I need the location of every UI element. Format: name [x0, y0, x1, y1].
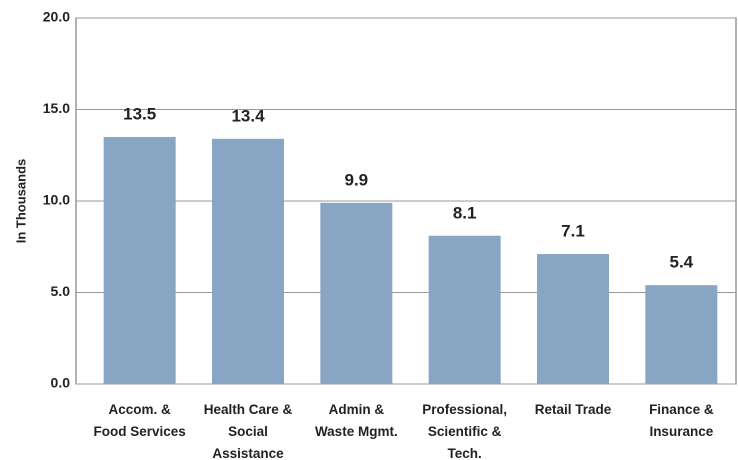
x-tick-label: Health Care & Social Assistance [204, 402, 293, 460]
x-tick-label-line: Food Services [94, 424, 186, 439]
bar [212, 138, 284, 384]
data-label: 13.4 [231, 106, 265, 125]
x-tick-label-line: Professional, [422, 402, 507, 417]
x-tick-label-line: Tech. [448, 446, 482, 460]
bar [645, 285, 718, 384]
bar [428, 235, 501, 384]
y-tick-label: 0.0 [51, 375, 71, 391]
data-label: 8.1 [453, 203, 477, 222]
x-tick-label-line: Accom. & [109, 402, 172, 417]
data-label: 5.4 [670, 253, 694, 272]
x-tick-label-line: Social [228, 424, 268, 439]
x-tick-label-line: Health Care & [204, 402, 293, 417]
data-label: 9.9 [345, 170, 369, 189]
x-tick-label: Admin & Waste Mgmt. [315, 402, 398, 439]
x-tick-label: Professional, Scientific & Tech. [422, 402, 507, 460]
data-label: 7.1 [561, 222, 585, 241]
y-axis-title: In Thousands [13, 159, 28, 244]
x-tick-label-line: Admin & [329, 402, 385, 417]
bar [537, 254, 609, 384]
y-tick-label: 5.0 [51, 283, 71, 299]
x-tick-label-line: Waste Mgmt. [315, 424, 398, 439]
y-tick-label: 10.0 [43, 192, 70, 208]
x-tick-label: Accom. & Food Services [94, 402, 186, 439]
data-label: 13.5 [123, 104, 156, 123]
x-tick-label-line: Scientific & [428, 424, 502, 439]
bar [320, 202, 393, 384]
y-tick-label: 15.0 [43, 100, 70, 116]
x-tick-label: Retail Trade [535, 402, 612, 417]
x-tick-label-line: Finance & [649, 402, 714, 417]
x-tick-label: Finance & Insurance [649, 402, 714, 439]
x-tick-label-line: Assistance [212, 446, 284, 460]
x-tick-label-line: Retail Trade [535, 402, 612, 417]
x-tick-label-line: Insurance [649, 424, 713, 439]
y-tick-label: 20.0 [43, 9, 70, 25]
bar [103, 136, 176, 384]
